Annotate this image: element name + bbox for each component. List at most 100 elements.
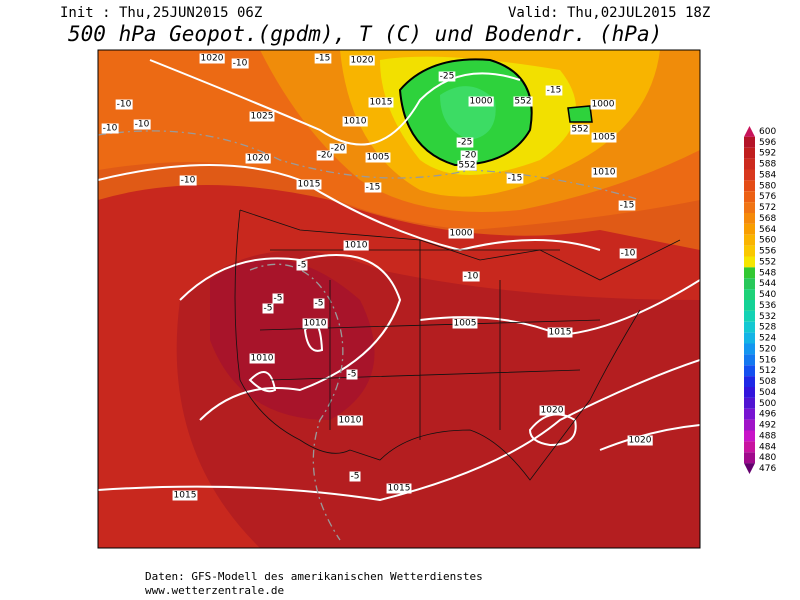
colorbar-tick-label: 536 (759, 301, 776, 311)
colorbar-segment (744, 452, 755, 464)
data-source: Daten: GFS-Modell des amerikanischen Wet… (145, 570, 483, 583)
colorbar-segment (744, 419, 755, 431)
isobar-label: 1015 (174, 491, 197, 501)
colorbar-tick-label: 588 (759, 160, 776, 170)
label-box (349, 471, 361, 482)
temperature-label: -10 (621, 249, 636, 259)
label-box (368, 97, 394, 108)
isobar-label: 1005 (593, 133, 616, 143)
temperature-label: -25 (440, 72, 455, 82)
temperature-label: -5 (264, 304, 273, 314)
colorbar-tick-label: 508 (759, 377, 776, 387)
temperature-label: -10 (135, 120, 150, 130)
temperature-label: -20 (318, 151, 333, 161)
label-box (452, 318, 478, 329)
temperature-label: -5 (348, 370, 357, 380)
colorbar-segment (744, 126, 755, 137)
colorbar-segment (744, 202, 755, 213)
isobar-label: 1000 (470, 97, 493, 107)
colorbar-tick-label: 496 (759, 410, 776, 420)
label-box (619, 248, 637, 259)
colorbar-segment (744, 245, 755, 257)
label-box (296, 179, 322, 190)
label-box (199, 53, 225, 64)
colorbar-tick-label: 556 (759, 247, 776, 257)
height-label: 552 (458, 161, 475, 171)
colorbar-tick-label: 600 (759, 127, 776, 137)
isobar-label: 1020 (247, 154, 270, 164)
label-box (302, 318, 328, 329)
colorbar-tick-label: 592 (759, 149, 776, 159)
label-box (314, 53, 332, 64)
label-box (179, 175, 197, 186)
colorbar-tick-label: 532 (759, 312, 776, 322)
colorbar-tick-label: 572 (759, 203, 776, 213)
label-box (591, 167, 617, 178)
colorbar-segment (744, 365, 755, 377)
colorbar-tick-label: 476 (759, 464, 776, 474)
colorbar-segment (744, 387, 755, 398)
label-box (346, 369, 358, 380)
label-box (386, 483, 412, 494)
colorbar-tick-label: 540 (759, 290, 776, 300)
colorbar-segment (744, 213, 755, 224)
isobar-label: 1015 (298, 180, 321, 190)
label-box (249, 353, 275, 364)
isobar-label: 1015 (388, 484, 411, 494)
height-label: 552 (571, 125, 588, 135)
colorbar-segment (744, 408, 755, 420)
isobar-label: 1010 (304, 319, 327, 329)
label-box (506, 173, 524, 184)
label-box (349, 55, 375, 66)
colorbar-segment (744, 180, 755, 192)
colorbar-segment (744, 300, 755, 311)
colorbar-segment (744, 289, 755, 300)
label-box (231, 58, 249, 69)
colorbar-tick-label: 500 (759, 399, 776, 409)
isobar-label: 1025 (251, 112, 274, 122)
label-box (133, 119, 151, 130)
colorbar-segment (744, 191, 755, 203)
colorbar-segment (744, 169, 755, 181)
colorbar-tick-label: 488 (759, 431, 776, 441)
label-box (456, 137, 474, 148)
init-time: Init : Thu,25JUN2015 06Z (60, 5, 262, 21)
colorbar-tick-label: 580 (759, 181, 776, 191)
isobar-label: 1020 (541, 406, 564, 416)
colorbar-tick-label: 492 (759, 421, 776, 431)
label-box (547, 327, 573, 338)
colorbar-segment (744, 441, 755, 453)
label-box (172, 490, 198, 501)
label-box (245, 153, 271, 164)
label-box (513, 96, 533, 107)
colorbar-segment (744, 267, 755, 279)
colorbar-segment (744, 136, 755, 148)
label-box (313, 298, 325, 309)
label-box (448, 228, 474, 239)
colorbar-tick-label: 520 (759, 344, 776, 354)
colorbar-tick-label: 484 (759, 442, 776, 452)
colorbar-segment (744, 310, 755, 322)
colorbar-tick-label: 516 (759, 355, 776, 365)
colorbar-tick-label: 584 (759, 170, 776, 180)
label-box (316, 150, 334, 161)
temperature-label: -15 (620, 201, 635, 211)
isobar-label: 1010 (345, 241, 368, 251)
label-box (627, 435, 653, 446)
label-box (296, 260, 308, 271)
isobar-label: 1020 (351, 56, 374, 66)
isobar-label: 1000 (592, 100, 615, 110)
isobar-label: 1010 (593, 168, 616, 178)
colorbar-tick-label: 524 (759, 334, 776, 344)
label-box (272, 293, 284, 304)
colorbar-segment (744, 234, 755, 246)
colorbar-tick-label: 564 (759, 225, 776, 235)
colorbar-tick-label: 576 (759, 192, 776, 202)
isobar-label: 1010 (251, 354, 274, 364)
temperature-label: -5 (298, 261, 307, 271)
colorbar-segment (744, 278, 755, 290)
label-box (457, 160, 477, 171)
colorbar-tick-label: 544 (759, 279, 776, 289)
colorbar-tick-label: 528 (759, 323, 776, 333)
map-title: 500 hPa Geopot.(gpdm), T (C) und Bodendr… (68, 22, 662, 46)
